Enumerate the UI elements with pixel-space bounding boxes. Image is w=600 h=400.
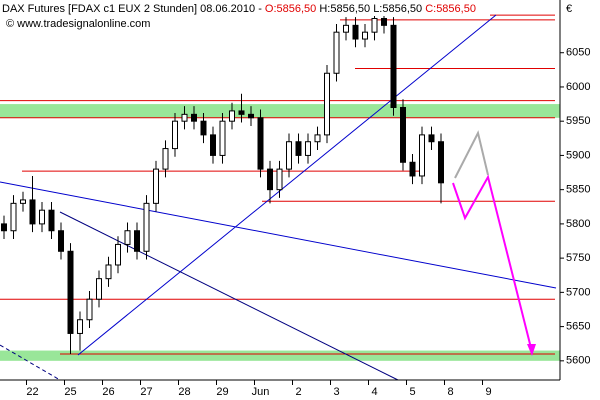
y-tick-label: 5800 <box>566 218 590 230</box>
candle-body <box>20 199 26 204</box>
candle-body <box>58 230 64 252</box>
candle-body <box>362 31 368 40</box>
candle-body <box>371 17 378 33</box>
candle-body <box>352 24 359 40</box>
candle-body <box>86 298 93 321</box>
forecast-path <box>454 130 489 179</box>
candle-body <box>105 264 112 280</box>
watermark: © www.tradesignalonline.com <box>6 18 150 30</box>
candle-body <box>257 117 264 170</box>
y-tick-label: 5600 <box>566 355 590 367</box>
currency: € <box>566 3 572 15</box>
x-tick-label: 22 <box>26 386 38 398</box>
forecast-arrow <box>527 344 536 356</box>
candle-body <box>143 202 150 252</box>
candle-body <box>67 250 74 334</box>
candle-body <box>115 243 121 266</box>
x-tick-label: 25 <box>64 386 76 398</box>
candle-body <box>96 278 102 300</box>
y-tick-label: 5750 <box>566 252 590 264</box>
candle-body <box>381 17 387 26</box>
candle-body <box>238 110 245 115</box>
close-label: C:5856,50 <box>425 3 476 15</box>
candle-body <box>333 31 340 74</box>
candle-body <box>314 134 321 143</box>
zone <box>0 350 560 361</box>
y-tick-label: 6050 <box>566 47 590 59</box>
candle-body <box>172 120 178 150</box>
candle-body <box>295 141 302 156</box>
candle-body <box>248 113 254 119</box>
candle-body <box>400 106 406 163</box>
y-tick-label: 5850 <box>566 184 590 196</box>
x-tick-label: 26 <box>102 386 114 398</box>
candle-body <box>324 72 330 136</box>
candle-body <box>409 161 416 177</box>
trendline <box>0 181 557 289</box>
x-tick-label: 9 <box>485 386 491 398</box>
candle-body <box>428 134 435 143</box>
x-tick-label: 8 <box>447 386 453 398</box>
zone <box>0 104 560 118</box>
candle-body <box>77 319 83 334</box>
candle-body <box>29 199 36 225</box>
candle-body <box>229 110 235 122</box>
y-tick-label: 6000 <box>566 81 590 93</box>
candle-body <box>210 134 216 156</box>
candle-body <box>134 230 140 252</box>
y-tick-label: 5900 <box>566 149 590 161</box>
candle-body <box>343 24 349 33</box>
candle-body <box>48 209 55 232</box>
open-label: O:5856,50 <box>265 3 316 15</box>
header-bg <box>0 2 490 16</box>
trendline <box>59 211 399 381</box>
x-tick-label: Jun <box>252 386 270 398</box>
x-tick-label: 3 <box>333 386 339 398</box>
x-tick-label: 4 <box>371 386 377 398</box>
candle-body <box>419 134 425 177</box>
trendline <box>0 344 61 381</box>
candle-body <box>153 168 159 204</box>
y-tick-label: 5950 <box>566 115 590 127</box>
header: DAX Futures [FDAX c1 EUX 2 Stunden] 08.0… <box>2 3 476 15</box>
candle-body <box>438 141 444 184</box>
candle-body <box>162 148 169 170</box>
candle-body <box>1 223 7 232</box>
forecast <box>452 130 536 356</box>
candle-body <box>39 209 45 225</box>
forecast-path <box>452 174 533 353</box>
candle-body <box>286 141 292 170</box>
candle-body <box>191 113 197 122</box>
x-tick-label: 29 <box>216 386 228 398</box>
trendline <box>77 14 497 356</box>
low-label: L:5856,50 <box>373 3 422 15</box>
y-tick-label: 5700 <box>566 286 590 298</box>
candle-body <box>276 168 283 191</box>
candle-body <box>124 230 131 245</box>
candle-body <box>219 120 226 156</box>
trendlines <box>0 14 557 381</box>
candle-body <box>10 202 17 232</box>
y-tick-label: 5650 <box>566 321 590 333</box>
x-tick-label: 28 <box>178 386 190 398</box>
high-label: H:5856,50 <box>319 3 370 15</box>
candle-body <box>305 141 311 156</box>
x-tick-label: 27 <box>140 386 152 398</box>
chart-title: DAX Futures [FDAX c1 EUX 2 Stunden] 08.0… <box>2 3 262 15</box>
candle-body <box>267 168 273 191</box>
x-tick-label: 2 <box>295 386 301 398</box>
x-tick-label: 5 <box>409 386 415 398</box>
candle-body <box>181 113 188 122</box>
candle-body <box>200 120 207 136</box>
candle-body <box>390 24 397 108</box>
